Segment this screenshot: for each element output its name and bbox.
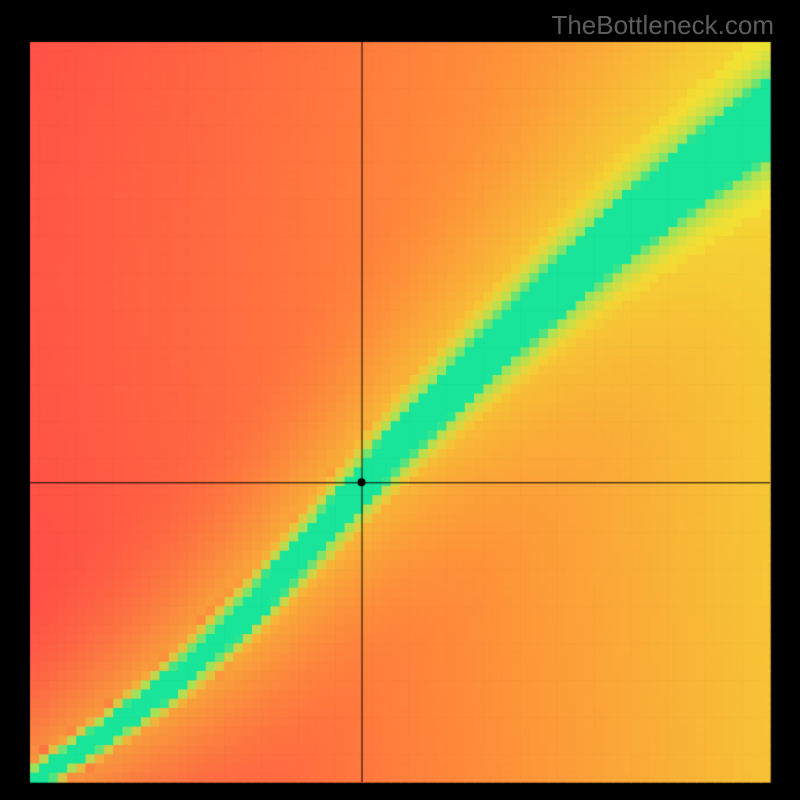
watermark-text: TheBottleneck.com [551, 10, 774, 41]
bottleneck-heatmap [0, 0, 800, 800]
